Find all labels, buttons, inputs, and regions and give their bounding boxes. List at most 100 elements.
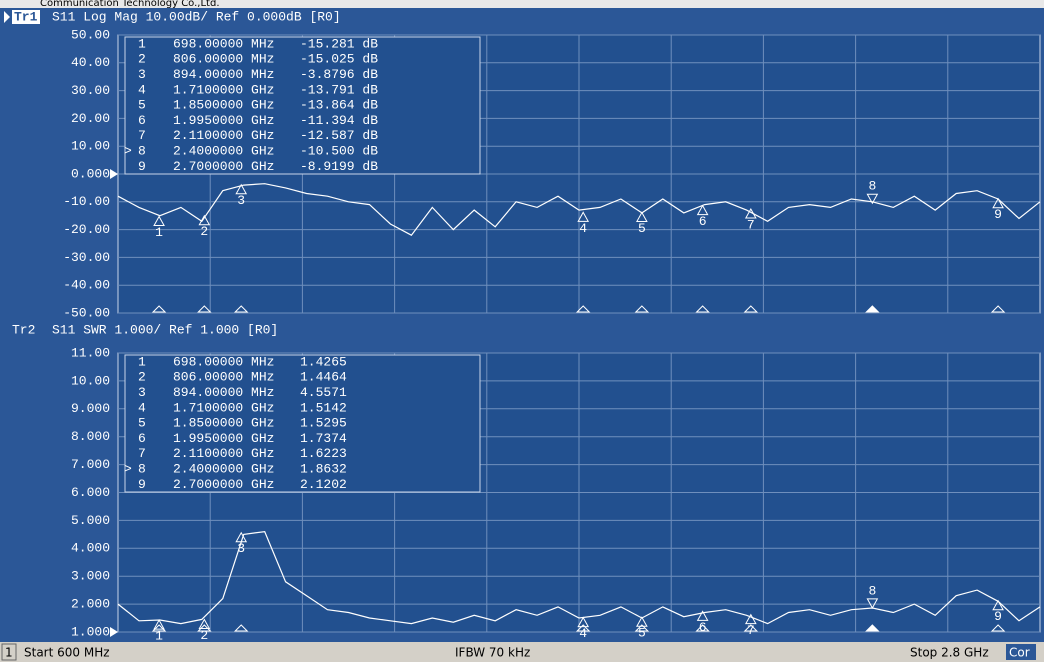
marker-freq: 2.1100000 GHz <box>173 128 274 143</box>
marker-value: 4.5571 <box>300 385 347 400</box>
marker-list-id: 8 <box>138 144 146 159</box>
marker-label: 4 <box>579 626 587 641</box>
marker-list-id: 5 <box>138 98 146 113</box>
y-tick-label: 10.00 <box>71 373 110 388</box>
active-arrow <box>4 11 10 23</box>
marker-freq: 1.8500000 GHz <box>173 98 274 113</box>
marker-label: 7 <box>747 217 755 232</box>
trace-header: S11 Log Mag 10.00dB/ Ref 0.000dB [R0] <box>52 9 341 24</box>
marker-position <box>151 305 167 313</box>
marker-value: -10.500 dB <box>300 144 378 159</box>
y-tick-label: -20.00 <box>63 222 110 237</box>
y-tick-label: 7.000 <box>71 457 110 472</box>
marker-symbol <box>235 531 248 543</box>
marker-list-id: 1 <box>138 36 146 51</box>
marker-list-id: 3 <box>138 67 146 82</box>
y-tick-label: 20.00 <box>71 111 110 126</box>
marker-position <box>865 624 880 632</box>
marker-value: -13.791 dB <box>300 82 378 97</box>
trace-label: Tr2 <box>12 322 35 337</box>
marker-list-id: 2 <box>138 52 146 67</box>
marker-position <box>743 305 759 313</box>
marker-symbol <box>696 204 709 216</box>
marker-symbol <box>235 183 248 195</box>
marker-position <box>634 305 650 313</box>
trace <box>117 530 1041 625</box>
marker-value: -15.281 dB <box>300 36 378 51</box>
marker-list-id: 2 <box>138 370 146 385</box>
marker-freq: 1.7100000 GHz <box>173 400 274 415</box>
marker-value: 1.5142 <box>300 400 347 415</box>
marker-position <box>234 624 249 632</box>
marker-symbol <box>153 215 165 226</box>
marker-label: 6 <box>699 214 707 229</box>
marker-label: 6 <box>699 620 707 635</box>
marker-label: 5 <box>638 221 646 236</box>
marker-value: -8.9199 dB <box>300 159 378 174</box>
marker-position <box>634 624 650 632</box>
marker-label: 2 <box>200 628 208 643</box>
marker-active-prefix: > <box>124 462 132 477</box>
marker-position <box>234 305 249 313</box>
trace-header: S11 SWR 1.000/ Ref 1.000 [R0] <box>52 322 278 337</box>
marker-list-id: 4 <box>138 400 146 415</box>
marker-list-id: 1 <box>138 354 146 369</box>
marker-freq: 1.9950000 GHz <box>173 431 274 446</box>
marker-symbol <box>636 211 648 223</box>
marker-label: 1 <box>155 225 163 240</box>
marker-position <box>197 305 212 313</box>
marker-symbol <box>577 616 590 628</box>
y-tick-label: 10.00 <box>71 139 110 154</box>
marker-label: 5 <box>638 626 646 641</box>
marker-freq: 894.00000 MHz <box>173 67 274 82</box>
y-tick-label: 40.00 <box>71 55 110 70</box>
marker-list-id: 5 <box>138 416 146 431</box>
ref-arrow <box>110 627 118 637</box>
marker-position <box>695 624 710 632</box>
marker-label: 2 <box>200 224 208 239</box>
marker-list-id: 6 <box>138 113 146 128</box>
marker-value: -15.025 dB <box>300 52 378 67</box>
marker-position <box>575 624 591 632</box>
title-bar <box>0 0 1044 8</box>
marker-list-id: 6 <box>138 431 146 446</box>
marker-freq: 2.4000000 GHz <box>173 462 274 477</box>
marker-position <box>865 305 880 313</box>
cor[interactable]: Cor <box>1009 646 1030 660</box>
marker-value: 1.6223 <box>300 446 347 461</box>
marker-value: 2.1202 <box>300 477 347 492</box>
y-tick-label: -10.00 <box>63 194 110 209</box>
y-tick-label: -50.00 <box>63 305 110 320</box>
marker-label: 3 <box>237 541 245 556</box>
marker-freq: 1.9950000 GHz <box>173 113 274 128</box>
y-tick-label: 30.00 <box>71 83 110 98</box>
ref-arrow <box>110 169 118 179</box>
marker-symbol <box>577 211 590 222</box>
marker-freq: 698.00000 MHz <box>173 354 274 369</box>
marker-list-id: 9 <box>138 159 146 174</box>
active-trace-box <box>12 10 40 24</box>
marker-list-id: 7 <box>138 446 146 461</box>
marker-value: 1.8632 <box>300 462 347 477</box>
marker-table <box>124 36 481 175</box>
cor-box[interactable] <box>1006 644 1036 660</box>
marker-label: 9 <box>994 207 1002 222</box>
y-tick-label: 50.00 <box>71 27 110 42</box>
marker-symbol <box>744 207 757 219</box>
marker-label: 3 <box>237 193 245 208</box>
y-tick-label: -40.00 <box>63 278 110 293</box>
marker-list-id: 8 <box>138 462 146 477</box>
marker-symbol <box>992 599 1004 611</box>
marker-symbol <box>198 214 211 226</box>
y-tick-label: 0.000 <box>71 166 110 181</box>
marker-symbol <box>744 613 757 625</box>
marker-position <box>575 305 591 313</box>
marker-symbol <box>636 616 648 627</box>
stop-freq: Stop 2.8 GHz <box>910 646 989 660</box>
y-tick-label: 11.00 <box>71 345 110 360</box>
channel: 1 <box>5 646 13 660</box>
ifbw: IFBW 70 kHz <box>455 646 530 660</box>
y-tick-label: -30.00 <box>63 250 110 265</box>
marker-label: 1 <box>155 629 163 644</box>
